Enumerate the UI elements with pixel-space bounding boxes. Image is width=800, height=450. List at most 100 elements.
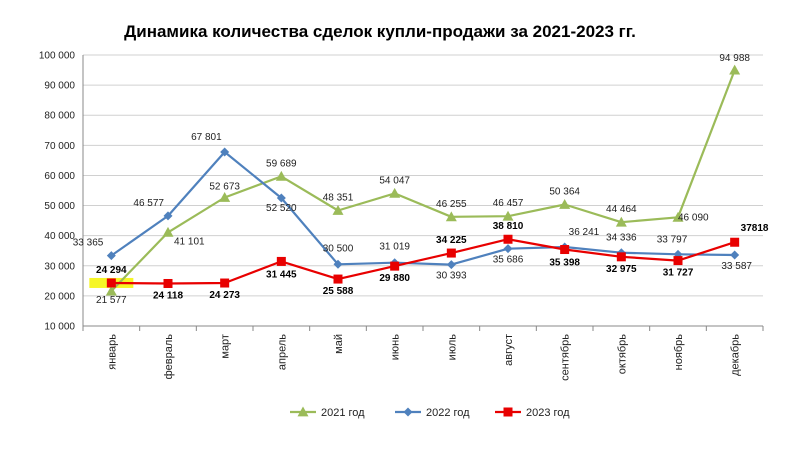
data-label: 34 336 [606,233,637,244]
data-label: 41 101 [174,236,205,247]
x-tick-label: декабрь [730,334,742,376]
x-tick-label: июль [446,334,458,361]
x-tick-label: февраль [163,334,175,380]
data-labels: 21 577 41 101 52 673 59 689 48 351 54 047 46 2… [73,53,769,306]
data-label: 36 241 [569,227,600,238]
y-tick-label: 20 000 [44,291,75,302]
data-label: 33 797 [657,234,688,245]
data-label: 50 364 [549,186,580,197]
x-tick-label: июнь [390,334,402,360]
data-point [219,192,231,202]
data-point [560,245,570,255]
data-point [276,193,286,203]
data-point [446,248,456,258]
data-label: 30 393 [436,271,467,282]
data-label: 94 988 [719,53,750,64]
data-point [276,256,286,266]
legend-marker [403,407,413,417]
series-line-2 [110,150,735,266]
data-point [503,244,513,254]
data-label: 46 457 [493,198,524,209]
y-tick-label: 80 000 [44,111,75,122]
x-tick-label: январь [106,334,118,370]
data-label: 31 727 [663,268,694,279]
data-label: 59 689 [266,158,297,169]
data-point [333,274,343,284]
data-point [729,64,741,75]
legend-label: 2022 год [426,407,470,419]
data-label: 37818 [741,223,769,234]
data-label: 52 673 [209,182,240,193]
series-lines [110,69,736,292]
x-tick-label: апрель [276,334,288,370]
data-point [163,278,173,288]
y-tick-label: 60 000 [44,171,75,182]
x-tick-label: октябрь [616,334,628,374]
data-point [220,147,230,157]
y-axis-ticks: 10 000 20 000 30 000 40 000 50 000 60 000 70 0… [39,51,76,333]
data-point [163,211,173,221]
x-tick-label: август [503,334,515,366]
y-tick-label: 50 000 [44,201,75,212]
data-point [502,210,514,221]
y-tick-label: 10 000 [44,322,75,333]
data-point [445,211,457,222]
y-tick-label: 40 000 [44,231,75,242]
y-tick-label: 100 000 [39,51,76,62]
chart-title: Динамика количества сделок купли-продажи… [124,22,636,41]
data-label: 31 445 [266,269,297,280]
data-point [503,234,513,244]
data-label: 46 255 [436,199,467,210]
data-label: 31 019 [379,242,410,253]
legend: 2021 год 2022 год 2023 год [290,406,570,419]
data-point [332,205,344,215]
data-point [389,187,401,198]
data-label: 24 118 [153,290,183,301]
y-tick-label: 90 000 [44,81,75,92]
data-label: 35 686 [493,255,524,266]
legend-marker [297,406,309,417]
data-point [106,278,116,288]
legend-label: 2021 год [321,407,365,419]
x-tick-label: март [220,334,232,359]
data-label: 29 880 [379,273,410,284]
data-point [162,226,174,237]
data-label: 48 351 [323,193,354,204]
data-point [220,278,230,288]
data-label: 30 500 [323,243,354,254]
data-point [730,250,740,260]
data-point [559,198,571,209]
data-label: 24 273 [209,290,240,301]
series-line-3 [111,238,736,285]
legend-marker [503,407,513,417]
data-point [275,170,287,181]
data-label: 44 464 [606,204,637,215]
legend-label: 2023 год [526,407,570,419]
x-tick-label: сентябрь [560,334,572,381]
data-point [446,260,456,270]
x-tick-label: ноябрь [673,334,685,371]
data-label: 46 090 [678,212,709,223]
data-point [390,261,400,271]
axes [82,55,764,331]
data-label: 67 801 [191,132,222,143]
data-label: 32 975 [606,264,637,275]
data-point [673,256,683,266]
data-label: 46 577 [133,198,164,209]
data-label: 33 365 [73,238,104,249]
data-label: 38 810 [493,221,524,232]
data-label: 25 588 [323,286,354,297]
data-label: 21 577 [96,295,127,306]
gridlines [83,54,763,327]
data-point [105,285,117,296]
data-label: 52 520 [266,203,297,214]
data-point [333,259,343,269]
data-label: 34 225 [436,235,467,246]
data-point [615,216,627,227]
data-point [616,252,626,262]
y-tick-label: 30 000 [44,261,75,272]
series-markers [105,64,741,296]
data-label: 24 294 [96,265,127,276]
data-label: 33 587 [721,261,752,272]
